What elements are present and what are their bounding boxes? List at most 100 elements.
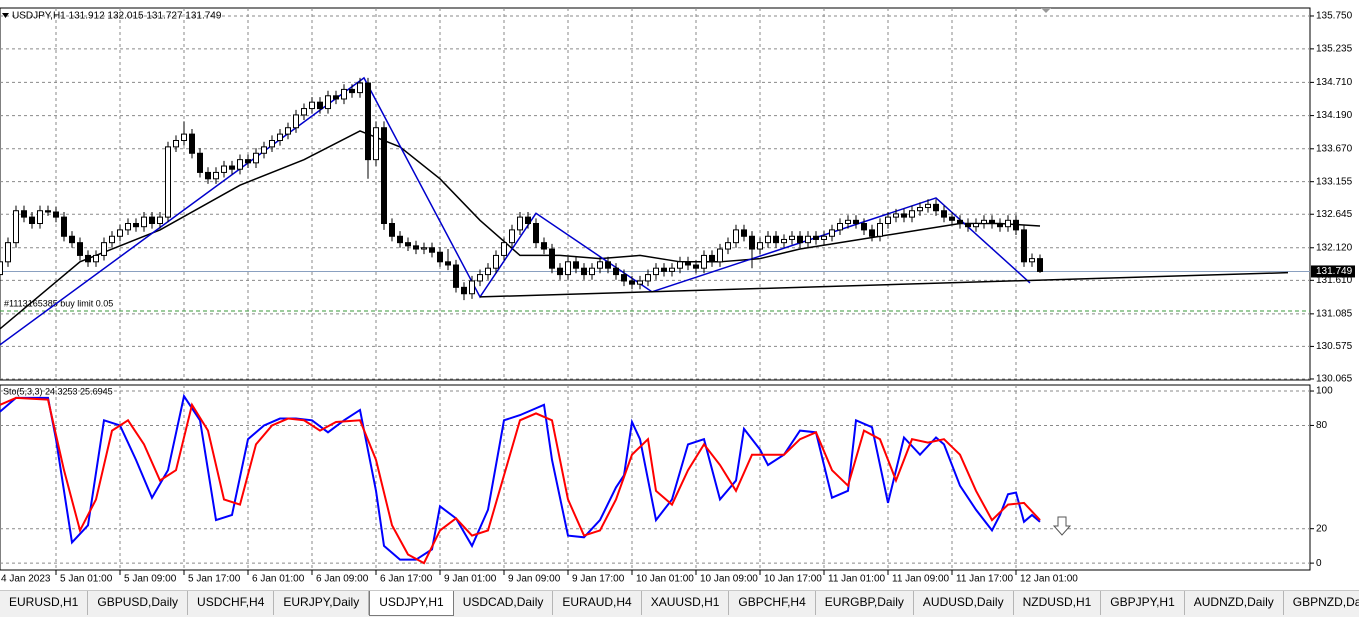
candle-body [1037, 258, 1043, 272]
candle-body [173, 139, 179, 148]
candle-body [973, 222, 979, 228]
x-tick-label: 10 Jan 09:00 [700, 574, 758, 585]
candle-body [421, 247, 427, 250]
stochastic-line [0, 393, 1041, 561]
candle-body [997, 222, 1003, 228]
candle-body [1005, 219, 1011, 228]
candle-body [853, 219, 859, 224]
candle-body [541, 242, 547, 250]
candle-body [717, 248, 723, 263]
candle-body [405, 242, 411, 247]
candle-body [1029, 258, 1035, 263]
candle-body [53, 211, 59, 218]
candle-body [85, 254, 91, 263]
candle-body [93, 254, 99, 263]
candle-body [253, 152, 259, 164]
candle-body [701, 254, 707, 269]
candle-body [389, 222, 395, 237]
candle-body [221, 165, 227, 173]
candle-body [837, 222, 843, 231]
candle-body [829, 229, 835, 237]
y-tick-label: 134.710 [1316, 77, 1353, 88]
candle-body [597, 261, 603, 269]
y-tick-label: 134.190 [1316, 110, 1353, 121]
candle-body [501, 242, 507, 256]
chart-tab[interactable]: GBPNZD,Daily [1284, 591, 1359, 615]
overlay-line [479, 271, 1289, 298]
candle-body [37, 210, 43, 224]
candle-body [517, 216, 523, 231]
candle-body [925, 203, 931, 209]
candle-body [557, 267, 563, 276]
x-tick-label: 11 Jan 01:00 [828, 574, 886, 585]
candle-body [437, 251, 443, 263]
candle-body [813, 235, 819, 240]
y-tick-label: 130.065 [1316, 374, 1353, 385]
indicator-title: Sto(5,3,3) 24.3253 25.6945 [3, 386, 113, 396]
chart-tab[interactable]: AUDUSD,Daily [914, 591, 1014, 615]
y-tick-label: 80 [1316, 420, 1328, 431]
y-tick-label: 130.575 [1316, 341, 1353, 352]
candle-body [29, 216, 35, 224]
candle-body [381, 127, 387, 224]
chart-tab[interactable]: AUDNZD,Daily [1185, 591, 1284, 615]
candle-body [269, 139, 275, 148]
candle-body [69, 235, 75, 244]
candle-body [285, 127, 291, 135]
candle-body [981, 219, 987, 224]
chart-tab[interactable]: USDJPY,H1 [369, 591, 454, 616]
candle-body [669, 267, 675, 272]
y-tick-label: 133.670 [1316, 143, 1353, 154]
candle-body [205, 171, 211, 180]
candle-body [245, 159, 251, 164]
candle-body [877, 222, 883, 237]
candle-body [373, 127, 379, 161]
menu-triangle[interactable] [2, 13, 9, 18]
chart-tab[interactable]: EURGBP,Daily [816, 591, 914, 615]
x-tick-label: 6 Jan 09:00 [316, 574, 369, 585]
chart-tab[interactable]: NZDUSD,H1 [1014, 591, 1102, 615]
candle-body [453, 264, 459, 288]
candle-body [685, 261, 691, 266]
candle-body [909, 210, 915, 218]
chart-tab[interactable]: USDCAD,Daily [454, 591, 554, 615]
candle-body [181, 133, 187, 141]
y-tick-label: 131.610 [1316, 275, 1353, 286]
candle-body [949, 216, 955, 221]
candle-body [893, 213, 899, 218]
x-tick-label: 9 Jan 09:00 [508, 574, 561, 585]
x-tick-label: 5 Jan 17:00 [188, 574, 241, 585]
candle-body [429, 247, 435, 253]
candle-body [773, 235, 779, 244]
chart-tab[interactable]: USDCHF,H4 [188, 591, 275, 615]
candle-body [157, 216, 163, 224]
candle-body [869, 229, 875, 237]
candle-body [461, 286, 467, 295]
chart-tab[interactable]: EURJPY,Daily [274, 591, 370, 615]
candle-body [1021, 229, 1027, 263]
chart-title: USDJPY,H1 131.912 132.015 131.727 131.74… [12, 11, 222, 22]
chart-tab[interactable]: EURUSD,H1 [0, 591, 89, 615]
x-tick-label: 6 Jan 17:00 [380, 574, 433, 585]
chart-tab[interactable]: GBPCHF,H4 [729, 591, 816, 615]
candle-body [101, 242, 107, 256]
candle-body [781, 238, 787, 244]
candle-body [757, 242, 763, 250]
y-tick-label: 0 [1316, 558, 1322, 569]
chart-tab[interactable]: GBPUSD,Daily [88, 591, 189, 615]
candle-body [805, 235, 811, 244]
chart-tab[interactable]: GBPJPY,H1 [1101, 591, 1185, 615]
candle-body [109, 235, 115, 244]
candle-body [693, 264, 699, 269]
candle-body [317, 101, 323, 110]
tab-bar: EURUSD,H1 GBPUSD,Daily USDCHF,H4 EURJPY,Dai… [0, 590, 1359, 617]
candle-body [125, 222, 131, 231]
chart-tab[interactable]: XAUUSD,H1 [642, 591, 730, 615]
chart-tab[interactable]: EURAUD,H4 [553, 591, 642, 615]
candle-body [565, 261, 571, 276]
candle-body [261, 146, 267, 154]
candle-body [333, 95, 339, 100]
x-tick-label: 5 Jan 01:00 [60, 574, 113, 585]
candle-body [789, 235, 795, 240]
x-tick-label: 11 Jan 17:00 [956, 574, 1014, 585]
